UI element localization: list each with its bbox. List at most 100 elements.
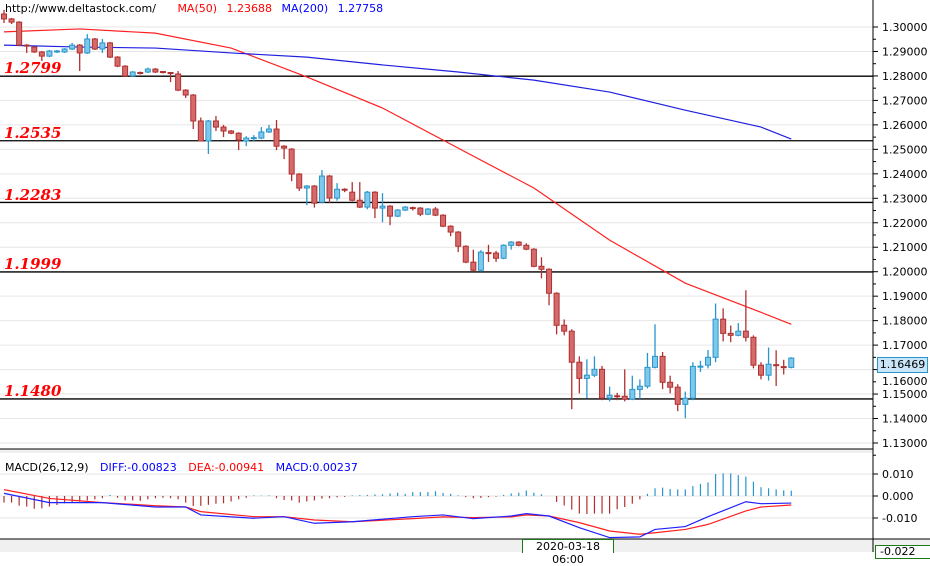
candle-body (341, 188, 348, 191)
candle (667, 375, 674, 394)
candle-body (447, 225, 454, 233)
candle (477, 250, 484, 272)
candle-body (334, 188, 341, 199)
candle (614, 392, 621, 401)
candle-body (644, 366, 651, 387)
candle (470, 249, 477, 272)
candle-body (735, 330, 742, 336)
candle (190, 94, 197, 130)
candle (265, 124, 272, 133)
candle (727, 325, 734, 343)
candle-body (349, 191, 356, 201)
candle (508, 241, 515, 250)
candle-body (129, 71, 136, 77)
candle (334, 183, 341, 201)
source-url: http://www.deltastock.com/ (5, 2, 156, 15)
candle (46, 50, 53, 58)
candle (371, 191, 378, 219)
candle-body (432, 208, 439, 216)
candle-body (652, 355, 659, 368)
candle (99, 38, 106, 53)
candle-body (23, 44, 30, 47)
candle-body (99, 42, 106, 50)
candle-body (182, 89, 189, 96)
candle (689, 362, 696, 401)
y-tick-label: 1.16000 (882, 375, 928, 388)
candle (129, 71, 136, 77)
candle (576, 356, 583, 394)
candle (326, 175, 333, 204)
candle (114, 56, 121, 68)
candle (750, 335, 757, 369)
candle (523, 243, 530, 251)
candle-body (1, 13, 7, 20)
candle-body (190, 94, 197, 122)
candle-body (689, 365, 696, 399)
candle (91, 38, 98, 51)
y-tick-label: 1.18000 (882, 315, 928, 328)
candle (652, 324, 659, 369)
y-tick-label: 1.20000 (882, 266, 928, 279)
candle-body (576, 361, 583, 379)
candle-body (273, 128, 280, 147)
level-label: 1.2799 (4, 59, 62, 77)
ma50-line (3, 28, 792, 325)
candle (780, 359, 787, 375)
candle (765, 347, 772, 381)
candle-body (727, 332, 734, 336)
candle (402, 206, 409, 212)
candle-body (69, 44, 76, 50)
candle (159, 71, 166, 74)
candle-body (288, 148, 295, 175)
candle-body (515, 241, 522, 246)
candle (682, 391, 689, 419)
candle-body (250, 137, 257, 140)
candle-body (621, 395, 628, 400)
candle-body (742, 330, 749, 338)
candle (69, 42, 76, 51)
candle (644, 352, 651, 389)
candle-body (212, 120, 219, 128)
candle-body (780, 366, 787, 369)
candle (440, 214, 447, 228)
candle (31, 46, 38, 53)
candle-body (462, 245, 469, 263)
candle-body (53, 50, 60, 53)
candle-body (674, 386, 681, 405)
candlestick-chart[interactable]: 1.30000 1.29000 1.28000 1.27000 1.26000 1.250… (0, 0, 930, 552)
candle-body (265, 128, 272, 133)
y-tick-label: 1.24000 (882, 168, 928, 181)
y-tick-label: 1.21000 (882, 241, 928, 254)
candle (788, 357, 795, 369)
level-label: 1.2283 (4, 186, 62, 204)
macd-histogram-value: MACD:0.00237 (275, 461, 358, 474)
y-tick-label: 1.28000 (882, 70, 928, 83)
candle-body (311, 185, 318, 204)
candle-body (228, 130, 235, 134)
candle-body (477, 251, 484, 271)
crosshair-time-label: 2020-03-18 06:00 (522, 539, 614, 566)
candle (8, 17, 15, 25)
candle (23, 44, 30, 53)
candle-body (205, 120, 212, 142)
candle (561, 319, 568, 336)
chart-header: http://www.deltastock.com/ MA(50) 1.2368… (5, 2, 383, 15)
candle-body (356, 199, 363, 208)
candle-body (402, 206, 409, 211)
candle (61, 48, 68, 53)
candle (281, 145, 288, 160)
candle (106, 41, 113, 59)
candle (288, 148, 295, 182)
ma50-value: 1.23688 (226, 2, 273, 15)
macd-dea-value: DEA:-0.00941 (188, 461, 265, 474)
candle (606, 386, 613, 402)
candle (629, 375, 636, 401)
time-axis (0, 539, 930, 552)
macd-y-tick-label: 0.010 (882, 468, 914, 481)
y-tick-label: 1.14000 (882, 413, 928, 426)
candle-body (84, 38, 91, 54)
candle-body (424, 208, 431, 215)
candle-body (31, 46, 38, 53)
candle (720, 308, 727, 342)
candle (712, 303, 719, 363)
